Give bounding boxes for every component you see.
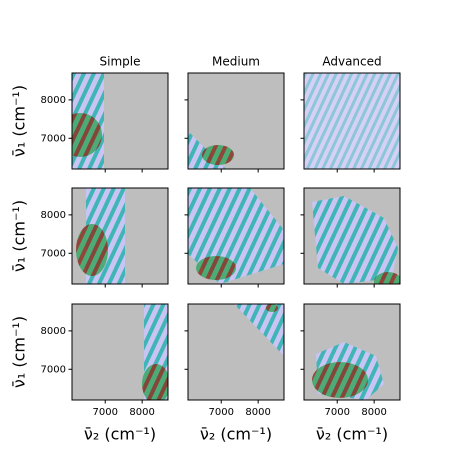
panel-frame [303, 187, 401, 285]
column-title: Simple [100, 55, 141, 69]
panel-frame [303, 303, 401, 401]
y-tick-label: 7000 [41, 248, 66, 259]
x-axis-label: ν̄₂ (cm⁻¹) [200, 425, 272, 444]
panel [184, 187, 285, 288]
panel-frame [71, 187, 169, 285]
spectrum-region [304, 73, 400, 169]
x-tick-label: 7000 [93, 407, 118, 418]
y-tick-label: 8000 [41, 326, 66, 337]
x-tick-label: 8000 [361, 407, 386, 418]
panel-image [72, 73, 168, 169]
panel [184, 72, 285, 173]
spectrum-peak [312, 362, 368, 398]
column-title: Advanced [322, 55, 381, 69]
y-axis-label: ν̄₁ (cm⁻¹) [10, 200, 29, 272]
panel [300, 72, 401, 173]
x-tick-label: 8000 [129, 407, 154, 418]
y-tick-label: 7000 [41, 364, 66, 375]
panel-image [72, 188, 168, 284]
y-axis-label: ν̄₁ (cm⁻¹) [10, 316, 29, 388]
panel-image [188, 304, 284, 400]
spectrum-peak [196, 256, 236, 280]
panel: 7000 8000 [41, 187, 169, 288]
panel: 7000 8000 7000 8000 [41, 303, 169, 418]
spectrum-peak [142, 364, 168, 400]
panel-frame [187, 187, 285, 285]
panel-image [304, 73, 400, 169]
panel [300, 187, 401, 288]
spectrum-peak [72, 113, 102, 157]
spectrum-region [234, 304, 284, 356]
spectrum-peak [374, 272, 400, 284]
panel-frame [71, 303, 169, 401]
x-axis-label: ν̄₂ (cm⁻¹) [84, 425, 156, 444]
y-tick-label: 7000 [41, 133, 66, 144]
panel-frame [303, 72, 401, 170]
x-tick-label: 8000 [245, 407, 270, 418]
y-tick-label: 8000 [41, 210, 66, 221]
panels: 7000 8000 7000 8000 7000 8000 7000 8000 7000 8000… [41, 72, 401, 418]
x-tick-label: 7000 [325, 407, 350, 418]
panel-image [188, 188, 284, 284]
x-tick-label: 7000 [209, 407, 234, 418]
x-axis-label: ν̄₂ (cm⁻¹) [316, 425, 388, 444]
spectrum-region [312, 196, 398, 284]
panel-frame [187, 303, 285, 401]
y-axis-label: ν̄₁ (cm⁻¹) [10, 85, 29, 157]
spectrum-peak [202, 145, 234, 165]
panel-frame [187, 72, 285, 170]
y-tick-label: 8000 [41, 95, 66, 106]
panel: 7000 8000 [300, 303, 401, 418]
panel-frame [71, 72, 169, 170]
column-title: Medium [212, 55, 260, 69]
panel-image [304, 188, 400, 284]
spectrum-peak [76, 224, 108, 276]
panel-image [304, 304, 400, 400]
panel-image [188, 73, 284, 169]
spectrum-peak [266, 304, 278, 312]
panel: 7000 8000 [41, 72, 169, 173]
panel-image [72, 304, 168, 400]
panel: 7000 8000 [184, 303, 285, 418]
